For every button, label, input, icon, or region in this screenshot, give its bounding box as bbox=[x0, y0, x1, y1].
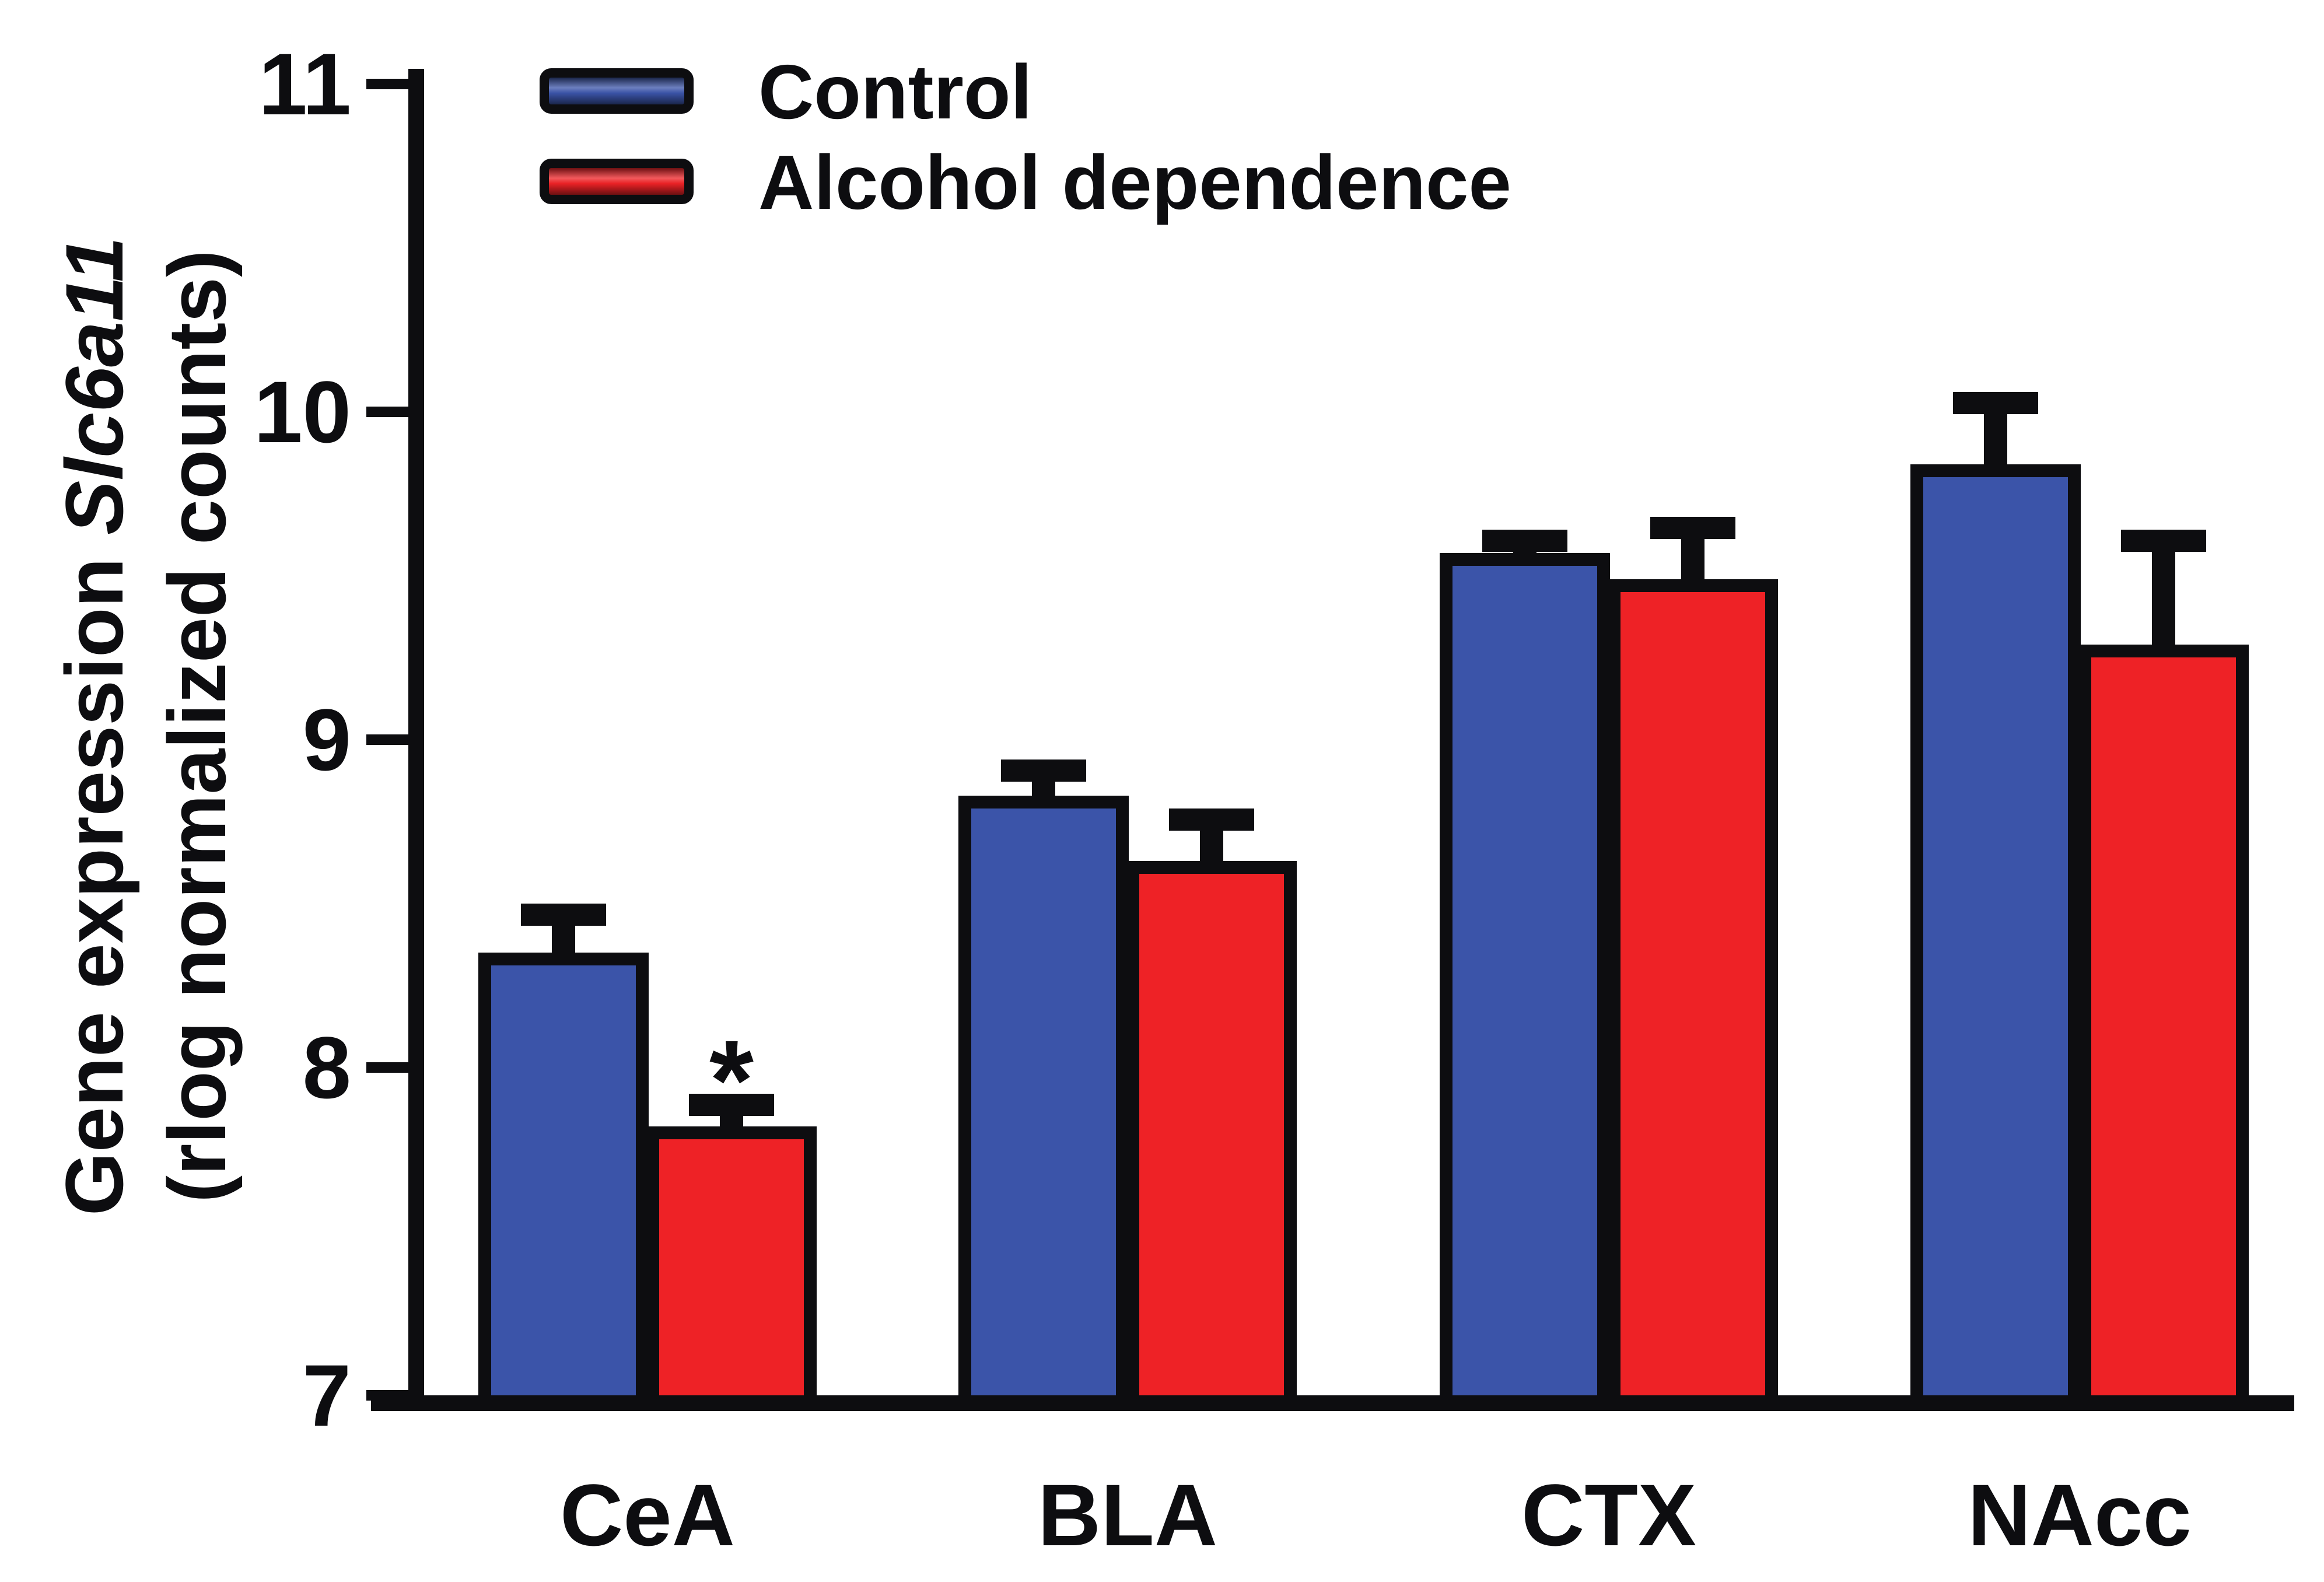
y-axis-title-prefix: Gene expression bbox=[48, 535, 140, 1216]
legend-swatch-alcohol-dependence bbox=[540, 159, 694, 204]
error-bar-stem bbox=[1681, 533, 1704, 586]
y-axis-tick bbox=[366, 79, 412, 89]
x-category-label-bla: BLA bbox=[1037, 1466, 1218, 1564]
error-bar-cap bbox=[2121, 530, 2206, 552]
y-axis-tick bbox=[366, 1390, 412, 1401]
error-bar-cap bbox=[1482, 530, 1567, 552]
y-tick-label: 11 bbox=[258, 35, 351, 133]
error-bar-cap bbox=[1650, 516, 1735, 539]
y-tick-label: 9 bbox=[302, 691, 351, 789]
x-axis-line bbox=[371, 1395, 2294, 1411]
bar-ctx-control bbox=[1440, 552, 1610, 1409]
legend: Control Alcohol dependence bbox=[540, 0, 1590, 245]
bar-cea-control bbox=[478, 953, 649, 1409]
y-tick-label: 8 bbox=[302, 1019, 351, 1116]
error-bar-stem bbox=[2152, 546, 2175, 652]
legend-item-alcohol-dependence: Alcohol dependence bbox=[540, 139, 1590, 225]
legend-item-control: Control bbox=[540, 49, 1590, 135]
y-tick-label: 7 bbox=[302, 1346, 351, 1444]
y-axis-tick bbox=[366, 407, 412, 417]
bar-bla-control bbox=[958, 795, 1129, 1409]
bar-ctx-alcohol bbox=[1608, 579, 1778, 1409]
bar-cea-alcohol bbox=[646, 1126, 817, 1409]
error-bar-cap bbox=[1953, 392, 2038, 415]
error-bar-cap bbox=[1001, 759, 1086, 782]
error-bar-stem bbox=[552, 920, 575, 960]
error-bar-cap bbox=[1169, 808, 1254, 831]
legend-swatch-control bbox=[540, 68, 694, 114]
y-axis-tick bbox=[366, 734, 412, 745]
y-tick-label: 10 bbox=[254, 363, 351, 461]
error-bar-cap bbox=[521, 904, 606, 926]
significance-asterisk: * bbox=[709, 1016, 754, 1144]
error-bar-stem bbox=[1200, 825, 1223, 868]
bar-bla-alcohol bbox=[1126, 860, 1297, 1409]
error-bar-stem bbox=[1984, 408, 2007, 471]
legend-label-control: Control bbox=[758, 49, 1032, 135]
x-category-label-ctx: CTX bbox=[1521, 1466, 1696, 1564]
bar-nacc-control bbox=[1910, 464, 2081, 1409]
legend-label-alcohol-dependence: Alcohol dependence bbox=[758, 139, 1511, 225]
error-bar-cap bbox=[689, 1093, 774, 1116]
x-category-label-nacc: NAcc bbox=[1968, 1466, 2192, 1564]
x-category-label-cea: CeA bbox=[559, 1466, 736, 1564]
y-axis-tick bbox=[366, 1062, 412, 1073]
bar-nacc-alcohol bbox=[2078, 645, 2249, 1409]
